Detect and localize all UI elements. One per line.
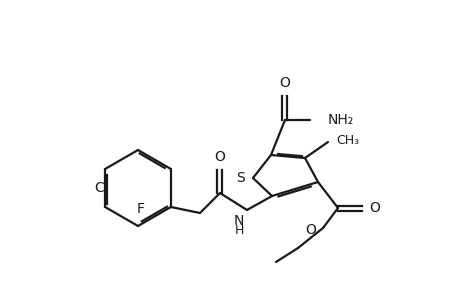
Text: O: O [279,76,290,90]
Text: N: N [233,214,243,228]
Text: CH₃: CH₃ [335,134,358,146]
Text: H: H [234,224,243,237]
Text: O: O [304,223,315,237]
Text: S: S [236,171,245,185]
Text: O: O [368,201,379,215]
Text: NH₂: NH₂ [327,113,353,127]
Text: Cl: Cl [94,181,108,195]
Text: O: O [214,150,225,164]
Text: F: F [137,202,145,216]
